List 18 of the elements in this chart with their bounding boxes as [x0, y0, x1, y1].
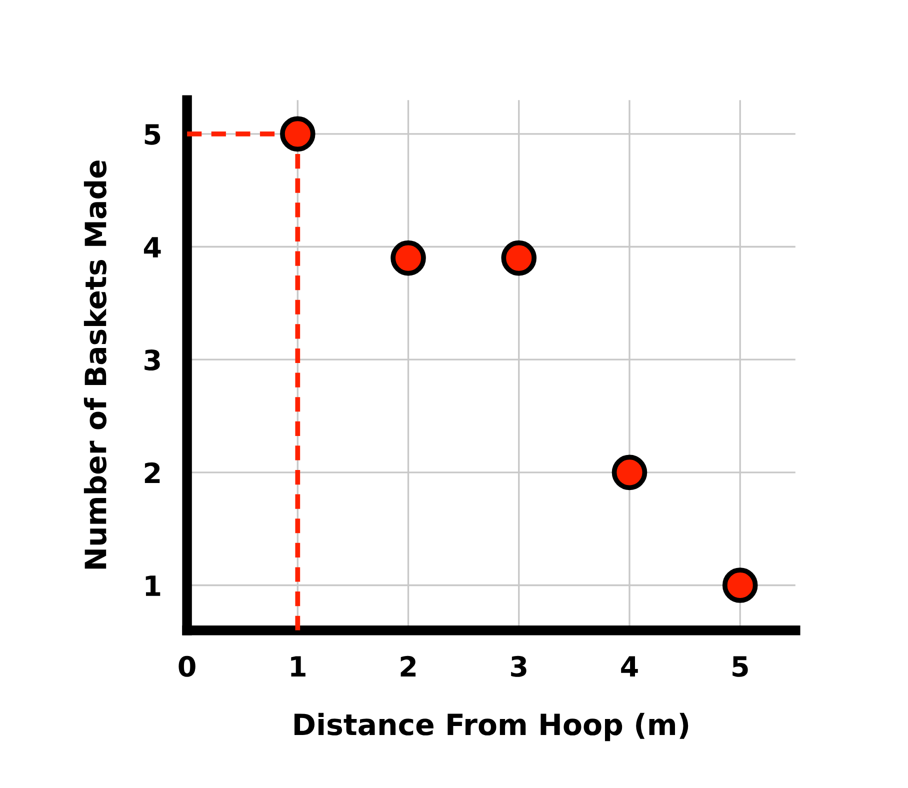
point	[280, 116, 316, 152]
point	[390, 240, 426, 276]
y-axis-title: Number of Baskets Made	[84, 160, 107, 569]
point	[722, 568, 758, 603]
y-tick-label: 4	[144, 237, 161, 258]
y-tick-label: 1	[146, 576, 160, 596]
x-tick-label: 2	[400, 656, 416, 677]
x-axis-title: Distance From Hoop (m)	[294, 712, 688, 742]
x-tick-label: 1	[291, 656, 306, 677]
x-tick-label: 3	[511, 656, 526, 677]
y-tick-label: 3	[144, 350, 160, 371]
point	[612, 454, 648, 490]
x-tick-label: 5	[732, 656, 748, 677]
y-tick-label: 2	[144, 462, 160, 483]
x-tick-label: 0	[178, 656, 196, 677]
x-tick-label: 4	[621, 656, 638, 677]
y-tick-label: 5	[144, 124, 160, 145]
point	[501, 240, 537, 276]
